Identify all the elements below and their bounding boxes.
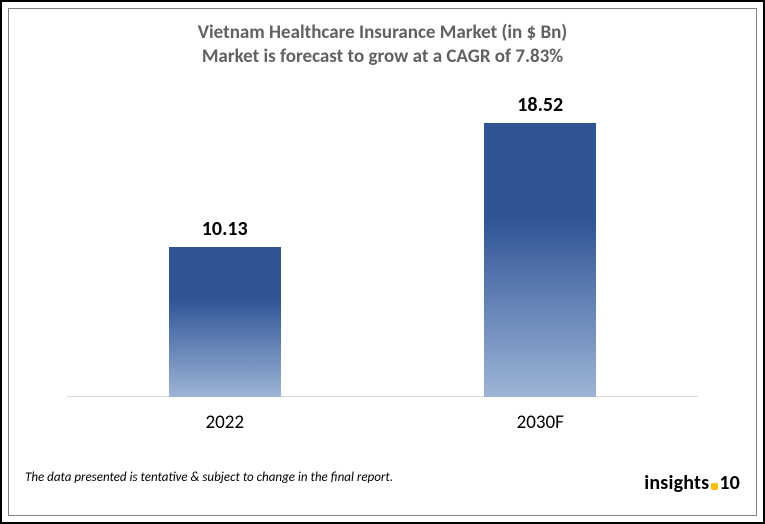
chart-title-line-1: Vietnam Healthcare Insurance Market (in … bbox=[9, 21, 756, 45]
bar-2022 bbox=[169, 247, 281, 397]
brand-logo-number: 10 bbox=[719, 471, 740, 495]
chart-baseline bbox=[67, 396, 698, 397]
chart-title-line-2: Market is forecast to grow at a CAGR of … bbox=[9, 45, 756, 69]
inner-frame: Vietnam Healthcare Insurance Market (in … bbox=[8, 8, 757, 516]
bar-2030F bbox=[484, 123, 596, 397]
brand-logo: insights 10 bbox=[644, 471, 740, 495]
outer-frame: Vietnam Healthcare Insurance Market (in … bbox=[0, 0, 765, 524]
bar-value-label-2030F: 18.52 bbox=[464, 93, 616, 117]
brand-logo-dot-icon bbox=[711, 483, 718, 490]
bar-value-label-2022: 10.13 bbox=[149, 217, 301, 241]
category-label-2022: 2022 bbox=[149, 411, 301, 434]
brand-logo-word: insights bbox=[644, 471, 709, 495]
chart-title: Vietnam Healthcare Insurance Market (in … bbox=[9, 21, 756, 69]
category-label-2030F: 2030F bbox=[464, 411, 616, 434]
bar-chart-plot-area: 10.13202218.522030F bbox=[67, 101, 698, 397]
footnote-text: The data presented is tentative & subjec… bbox=[25, 470, 393, 485]
